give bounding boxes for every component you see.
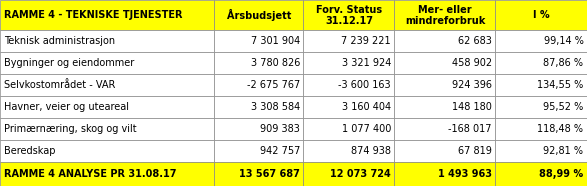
Bar — [0, 30, 214, 52]
Text: 99,14 %: 99,14 % — [544, 36, 583, 46]
Bar — [394, 0, 495, 30]
Text: 909 383: 909 383 — [260, 124, 300, 134]
Text: 12 073 724: 12 073 724 — [330, 169, 391, 179]
Bar — [214, 74, 303, 96]
Bar — [394, 52, 495, 74]
Bar — [0, 0, 214, 30]
Bar — [214, 0, 303, 30]
Bar — [214, 140, 303, 162]
Bar — [394, 118, 495, 140]
Text: Beredskap: Beredskap — [4, 146, 56, 156]
Text: Bygninger og eiendommer: Bygninger og eiendommer — [4, 58, 134, 68]
Text: RAMME 4 ANALYSE PR 31.08.17: RAMME 4 ANALYSE PR 31.08.17 — [4, 169, 177, 179]
Text: 134,55 %: 134,55 % — [537, 80, 583, 90]
Bar — [214, 52, 303, 74]
Text: Primærnæring, skog og vilt: Primærnæring, skog og vilt — [4, 124, 137, 134]
Text: Havner, veier og uteareal: Havner, veier og uteareal — [4, 102, 129, 112]
Bar — [303, 30, 394, 52]
Text: 924 396: 924 396 — [452, 80, 492, 90]
Text: -3 600 163: -3 600 163 — [338, 80, 391, 90]
Text: 67 819: 67 819 — [458, 146, 492, 156]
Bar — [495, 30, 587, 52]
Bar — [303, 162, 394, 186]
Text: 148 180: 148 180 — [452, 102, 492, 112]
Text: Forv. Status
31.12.17: Forv. Status 31.12.17 — [316, 5, 382, 25]
Text: 62 683: 62 683 — [458, 36, 492, 46]
Text: 3 321 924: 3 321 924 — [342, 58, 391, 68]
Bar — [495, 140, 587, 162]
Text: Selvkostområdet - VAR: Selvkostområdet - VAR — [4, 80, 116, 90]
Text: -168 017: -168 017 — [448, 124, 492, 134]
Text: 3 780 826: 3 780 826 — [251, 58, 300, 68]
Bar — [303, 52, 394, 74]
Bar — [0, 162, 214, 186]
Text: 7 239 221: 7 239 221 — [341, 36, 391, 46]
Bar — [0, 118, 214, 140]
Text: 1 493 963: 1 493 963 — [438, 169, 492, 179]
Bar — [0, 52, 214, 74]
Text: 118,48 %: 118,48 % — [538, 124, 583, 134]
Text: 3 308 584: 3 308 584 — [251, 102, 300, 112]
Text: 942 757: 942 757 — [259, 146, 300, 156]
Text: 3 160 404: 3 160 404 — [342, 102, 391, 112]
Bar — [394, 30, 495, 52]
Text: 458 902: 458 902 — [452, 58, 492, 68]
Text: Årsbudsjett: Årsbudsjett — [227, 9, 291, 21]
Text: Teknisk administrasjon: Teknisk administrasjon — [4, 36, 115, 46]
Bar — [214, 162, 303, 186]
Bar — [495, 0, 587, 30]
Bar — [495, 118, 587, 140]
Bar — [0, 74, 214, 96]
Bar — [303, 96, 394, 118]
Text: Mer- eller
mindreforbruk: Mer- eller mindreforbruk — [405, 5, 485, 25]
Bar — [214, 96, 303, 118]
Bar — [495, 74, 587, 96]
Bar — [394, 96, 495, 118]
Text: 88,99 %: 88,99 % — [539, 169, 583, 179]
Bar — [214, 118, 303, 140]
Bar — [0, 140, 214, 162]
Text: 95,52 %: 95,52 % — [543, 102, 583, 112]
Bar — [394, 74, 495, 96]
Bar — [394, 162, 495, 186]
Bar — [303, 74, 394, 96]
Text: 874 938: 874 938 — [351, 146, 391, 156]
Text: RAMME 4 - TEKNISKE TJENESTER: RAMME 4 - TEKNISKE TJENESTER — [4, 10, 183, 20]
Bar — [394, 140, 495, 162]
Bar — [495, 162, 587, 186]
Text: 7 301 904: 7 301 904 — [251, 36, 300, 46]
Text: -2 675 767: -2 675 767 — [247, 80, 300, 90]
Bar — [495, 52, 587, 74]
Text: 13 567 687: 13 567 687 — [239, 169, 300, 179]
Text: 87,86 %: 87,86 % — [544, 58, 583, 68]
Bar — [495, 96, 587, 118]
Bar — [303, 140, 394, 162]
Text: 92,81 %: 92,81 % — [544, 146, 583, 156]
Bar — [303, 0, 394, 30]
Text: 1 077 400: 1 077 400 — [342, 124, 391, 134]
Bar — [0, 96, 214, 118]
Bar — [214, 30, 303, 52]
Bar — [303, 118, 394, 140]
Text: I %: I % — [533, 10, 549, 20]
